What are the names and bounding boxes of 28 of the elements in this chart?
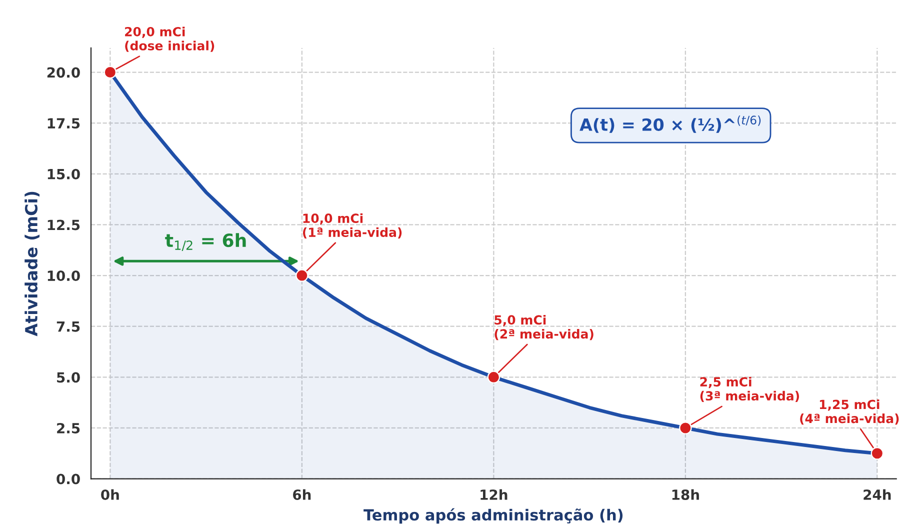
point	[487, 370, 500, 384]
annotation: 2,5 mCi (3ª meia-vida)	[700, 376, 799, 402]
annotation: 5,0 mCi (2ª meia-vida)	[494, 314, 594, 340]
y-tick-label: 7.5	[56, 322, 80, 332]
y-axis-title: Atividade (mCi)	[24, 192, 40, 336]
x-tick-label: 0h	[101, 489, 119, 500]
x-axis-title: Tempo após administração (h)	[364, 508, 623, 524]
x-tick-label: 12h	[480, 489, 508, 500]
annotation: A(t) = 20 × (½)^$^{(t/6)}$	[580, 115, 761, 133]
x-tick-label: 24h	[864, 489, 891, 500]
y-tick-label: 2.5	[57, 422, 80, 434]
y-tick-label: 17.5	[48, 118, 80, 129]
annotation: t$_{1/2}$ = 6h	[165, 233, 246, 251]
annotation: 20,0 mCi (dose inicial)	[125, 26, 214, 52]
x-tick-label: 6h	[293, 489, 311, 500]
annotation: 10,0 mCi (1ª meia-vida)	[303, 213, 402, 238]
point	[296, 269, 308, 282]
x-tick-label: 18h	[672, 489, 699, 500]
annotation: 1,25 mCi (4ª meia-vida)	[800, 400, 899, 425]
y-tick-label: 0.0	[56, 474, 80, 484]
y-tick-label: 10.0	[48, 270, 80, 282]
point	[104, 66, 117, 79]
y-tick-label: 15.0	[48, 168, 80, 180]
point	[870, 447, 884, 460]
y-tick-label: 20.0	[47, 67, 80, 78]
y-tick-label: 12.5	[48, 220, 80, 230]
y-tick-label: 5.0	[57, 372, 80, 383]
point	[679, 422, 692, 434]
